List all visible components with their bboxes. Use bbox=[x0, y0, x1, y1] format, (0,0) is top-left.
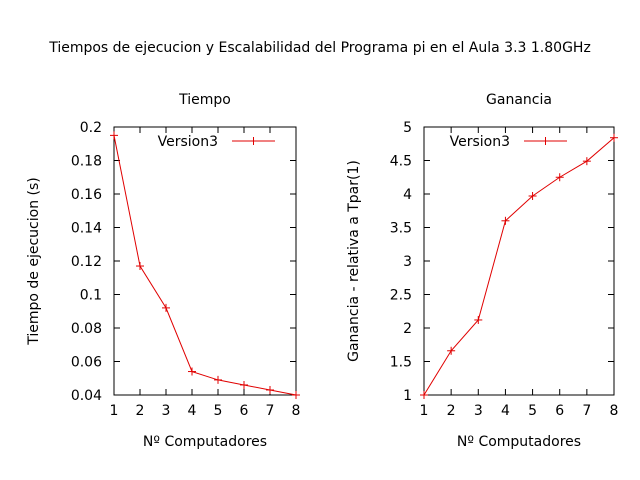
chart-1-x-axis-label: Nº Computadores bbox=[143, 434, 267, 450]
chart-1-y-tick-label: 0.12 bbox=[71, 254, 102, 270]
chart-2-y-tick-label: 3.5 bbox=[390, 221, 412, 237]
chart-1-x-tick-label: 2 bbox=[136, 403, 145, 419]
chart-1-data-point bbox=[136, 262, 144, 271]
chart-2-data-point bbox=[610, 133, 618, 142]
chart-1-x-tick-label: 5 bbox=[214, 403, 223, 419]
chart-2-y-tick-label: 1.5 bbox=[390, 355, 412, 371]
chart-2-x-tick-label: 4 bbox=[501, 403, 510, 419]
chart-1-legend-label: Version3 bbox=[158, 134, 218, 150]
chart-1-y-tick-label: 0.2 bbox=[80, 120, 102, 136]
chart-1-data-point bbox=[214, 375, 222, 384]
chart-1-y-tick-label: 0.06 bbox=[71, 355, 102, 371]
chart-2-y-tick-label: 4 bbox=[403, 187, 412, 203]
chart-1-y-tick-label: 0.1 bbox=[80, 288, 102, 304]
chart-2-y-tick-label: 4.5 bbox=[390, 154, 412, 170]
chart-2-plot-frame bbox=[423, 126, 615, 396]
chart-2-y-tick-label: 5 bbox=[403, 120, 412, 136]
chart-2-y-tick-label: 2.5 bbox=[390, 288, 412, 304]
chart-2-y-tick-label: 1 bbox=[403, 388, 412, 404]
chart-2-x-tick-label: 3 bbox=[474, 403, 483, 419]
chart-1-x-tick-label: 7 bbox=[266, 403, 275, 419]
chart-1-data-point bbox=[292, 391, 300, 399]
chart-1-data-point bbox=[110, 131, 118, 140]
chart-2-x-tick-label: 1 bbox=[420, 403, 429, 419]
chart-1: Tiempo Nº Computadores Tiempo de ejecucion… bbox=[26, 92, 300, 450]
chart-2-data-point bbox=[420, 391, 428, 399]
chart-2-y-axis-label: Ganancia - relativa a Tpar(1) bbox=[346, 160, 362, 362]
chart-2-legend-label: Version3 bbox=[450, 134, 510, 150]
chart-2-y-tick-label: 2 bbox=[403, 321, 412, 337]
chart-1-y-tick-label: 0.18 bbox=[71, 154, 102, 170]
chart-1-y-tick-label: 0.04 bbox=[71, 388, 102, 404]
chart-1-x-tick-label: 4 bbox=[188, 403, 197, 419]
chart-1-x-tick-label: 8 bbox=[292, 403, 301, 419]
chart-1-y-axis-label: Tiempo de ejecucion (s) bbox=[26, 177, 42, 346]
chart-2-data-point bbox=[447, 346, 456, 355]
chart-2-data-point bbox=[555, 173, 564, 182]
chart-1-plot-frame bbox=[113, 126, 297, 396]
chart-2-x-tick-label: 6 bbox=[555, 403, 564, 419]
chart-2-x-tick-label: 5 bbox=[528, 403, 537, 419]
chart-1-data-point bbox=[266, 385, 274, 394]
chart-1-y-tick-label: 0.16 bbox=[71, 187, 102, 203]
chart-2-x-tick-label: 7 bbox=[582, 403, 591, 419]
chart-2: Ganancia Nº Computadores Ganancia - relati… bbox=[346, 92, 618, 450]
chart-1-data-point bbox=[188, 367, 196, 376]
chart-2-data-point bbox=[582, 157, 591, 166]
chart-1-y-tick-label: 0.08 bbox=[71, 321, 102, 337]
chart-1-x-tick-label: 6 bbox=[240, 403, 249, 419]
chart-2-data-point bbox=[528, 192, 537, 201]
chart-2-data-point bbox=[474, 315, 483, 324]
chart-1-y-tick-label: 0.14 bbox=[71, 221, 102, 237]
chart-1-data-point bbox=[240, 380, 248, 389]
chart-2-x-tick-label: 8 bbox=[610, 403, 619, 419]
chart-2-y-tick-label: 3 bbox=[403, 254, 412, 270]
chart-1-x-tick-label: 1 bbox=[110, 403, 119, 419]
chart-1-title: Tiempo bbox=[178, 92, 231, 108]
chart-2-x-axis-label: Nº Computadores bbox=[457, 434, 581, 450]
chart-2-data-point bbox=[501, 216, 510, 225]
chart-2-title: Ganancia bbox=[486, 92, 552, 108]
chart-2-x-tick-label: 2 bbox=[447, 403, 456, 419]
chart-1-data-point bbox=[162, 303, 170, 312]
figure-title: Tiempos de ejecucion y Escalabilidad del… bbox=[48, 40, 591, 56]
chart-1-series-line bbox=[113, 135, 297, 396]
chart-1-x-tick-label: 3 bbox=[162, 403, 171, 419]
chart-2-series-line bbox=[423, 137, 615, 396]
